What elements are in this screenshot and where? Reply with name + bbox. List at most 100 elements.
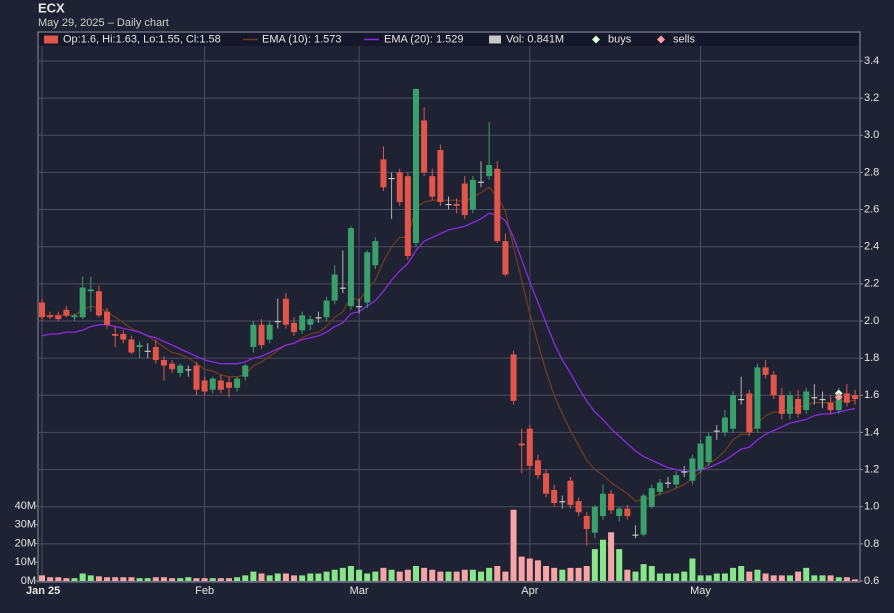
volume-bar [632,571,639,581]
volume-bar [494,566,501,581]
candle-body [209,378,216,390]
volume-bar [71,578,78,581]
candle-body [518,443,525,446]
plot-frame [37,31,861,583]
candle-body [697,443,704,470]
volume-bar [819,575,826,581]
volume-bar [63,578,70,581]
candle-body [730,395,737,429]
candle-body [421,120,428,173]
candle-body [852,395,858,399]
volume-bar [356,569,363,581]
volume-bar [128,577,135,581]
candle-body [258,324,265,346]
y2-tick-label: 30M [15,519,36,531]
candle-body [795,398,802,414]
candle-body [811,397,818,399]
volume-bar [87,575,94,581]
volume-bar [575,567,582,581]
candle-body [786,395,793,414]
volume-bar [681,571,688,581]
y-tick-label: 3.4 [864,55,879,67]
candle-body [193,365,200,390]
candle-body [486,164,493,177]
y-tick-label: 2.6 [864,203,879,215]
candle-body [39,302,45,318]
volume-bar [843,577,850,581]
candle-body [47,315,54,318]
candle-body [234,378,241,388]
volume-bar [201,578,208,581]
volume-bar [583,566,590,581]
y-tick-label: 1.8 [864,352,879,364]
candle-body [632,534,639,536]
candle-body [282,298,289,325]
legend-label: sells [673,33,696,45]
candle-body [291,322,298,333]
grid: 0.6 0.8 1.0 1.2 1.4 1.6 1.8 2.0 2.2 2.4 2.6 2.8 3.0 3… [15,32,879,597]
volume-bar [104,577,111,581]
volume-bar [388,569,395,581]
candle-body [95,291,102,316]
candle-body [144,350,151,352]
legend-swatch [489,35,501,44]
volume-bar [299,575,306,581]
candle-body [575,501,582,513]
candle-body [225,382,232,388]
candle-body [242,365,249,377]
candle-body [356,306,363,308]
volume-bar [738,566,745,581]
volume-bar [396,571,403,581]
candle-body [705,436,712,463]
volume-bar [160,577,167,581]
candle-body [339,287,346,289]
legend-label: buys [608,33,632,45]
volume-bar [827,575,834,581]
volume-bar [453,571,460,581]
candle-body [396,172,403,203]
volume-bar [721,573,728,581]
candle-body [583,515,590,529]
legend: Op:1.6, Hi:1.63, Lo:1.55, Cl:1.58 EMA (10… [44,33,696,45]
candle-body [315,317,322,319]
candle-body [274,320,281,323]
candle-body [380,159,387,188]
candle-body [217,380,224,390]
x-tick-label: Apr [521,585,538,597]
volume-bar [673,573,680,581]
candle-body [738,398,745,401]
candle-body [510,354,517,401]
x-tick-label: Jan 25 [26,585,60,597]
volume-bar [169,578,176,581]
volume-bar [551,567,558,581]
candle-body [494,168,501,242]
volume-bar [835,577,842,581]
ema-line [41,212,856,473]
volume-bar [339,567,346,581]
candle-body [656,482,663,492]
volume-bar [266,575,273,581]
volume-bar [421,567,428,581]
volume-bar [225,578,232,581]
candle-body [364,252,371,303]
volume-bar [347,566,354,581]
volume-bar [786,575,793,581]
candle-body [543,473,550,494]
candle-body [412,88,419,243]
candle-body [526,428,533,466]
candle-body [819,398,826,401]
volume-bar [478,571,485,581]
y2-tick-label: 10M [15,556,36,568]
volume-bar [412,566,419,581]
volume-bar [258,573,265,581]
volume-bar [315,573,322,581]
candle-body [453,203,460,206]
volume-bar [713,573,720,581]
y-tick-label: 1.6 [864,389,879,401]
volume-bar [591,549,598,581]
candle-body [835,397,842,411]
volume-bar [795,571,802,581]
candle-body [404,176,411,256]
volume-bar [624,569,631,581]
